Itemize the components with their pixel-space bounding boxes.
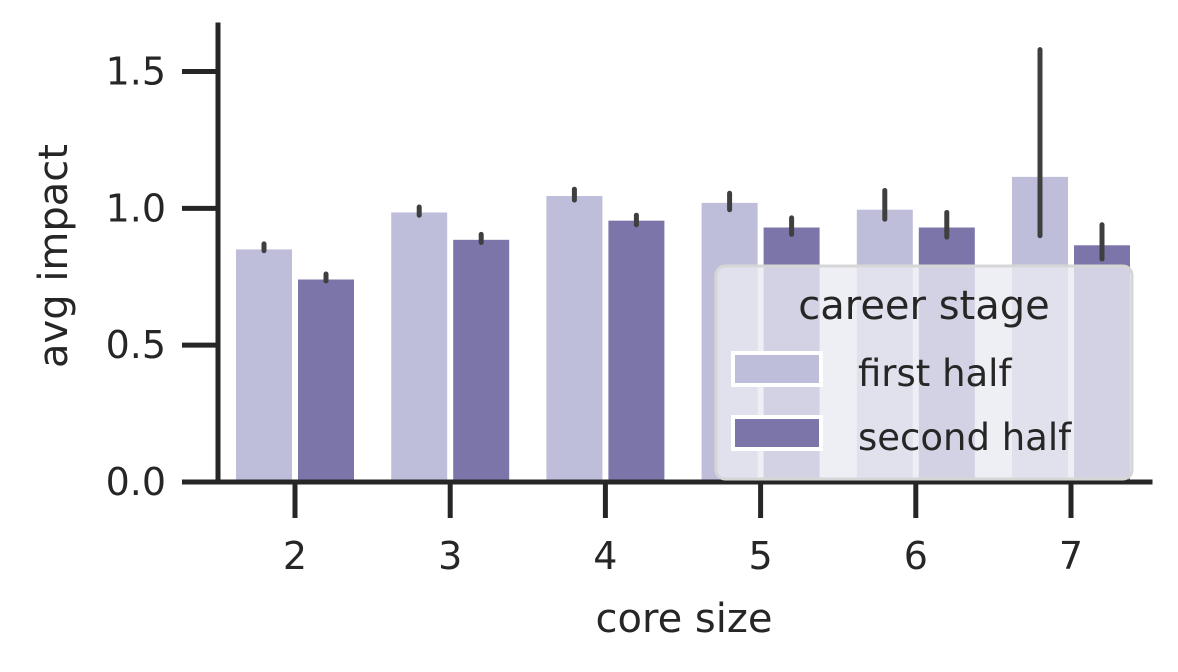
y-tick-label: 0.0 bbox=[106, 460, 166, 504]
bar-second-half-2 bbox=[298, 279, 354, 482]
x-tick-label: 2 bbox=[283, 534, 307, 578]
bar-second-half-4 bbox=[608, 220, 665, 482]
x-axis-label: core size bbox=[596, 596, 773, 642]
axes-layer: 0.0 0.5 1.0 1.5 2 3 4 5 6 7 core size avg impact bbox=[31, 22, 1153, 642]
error-bars-layer bbox=[261, 47, 1105, 284]
y-tick-label: 0.5 bbox=[106, 323, 166, 367]
legend-label-first-half: first half bbox=[858, 352, 1012, 395]
x-tick-label: 7 bbox=[1059, 534, 1083, 578]
x-tick-label: 4 bbox=[593, 534, 617, 578]
y-axis-label: avg impact bbox=[31, 144, 77, 368]
x-tick-label: 6 bbox=[904, 534, 928, 578]
legend-label-second-half: second half bbox=[858, 416, 1072, 459]
legend: career stage first half second half bbox=[714, 264, 1134, 481]
bar-first-half-4 bbox=[546, 196, 603, 482]
y-tick-label: 1.5 bbox=[106, 50, 166, 94]
bar-first-half-2 bbox=[236, 249, 292, 482]
legend-swatch-second-half bbox=[731, 415, 823, 451]
x-tick-label: 5 bbox=[749, 534, 773, 578]
bar-second-half-3 bbox=[453, 239, 510, 482]
bar-first-half-3 bbox=[391, 212, 448, 483]
y-tick-label: 1.0 bbox=[106, 186, 166, 230]
legend-title: career stage bbox=[798, 283, 1049, 329]
x-tick-label: 3 bbox=[438, 534, 462, 578]
legend-swatch-first-half bbox=[731, 351, 823, 387]
